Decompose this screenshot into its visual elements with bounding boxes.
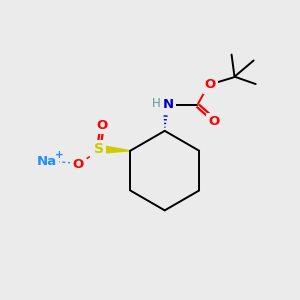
Text: S: S [94, 142, 104, 156]
Text: O: O [96, 118, 107, 132]
Text: H: H [152, 97, 161, 110]
Text: N: N [163, 98, 174, 111]
Text: +: + [55, 150, 64, 160]
Polygon shape [99, 145, 130, 153]
Text: O: O [205, 78, 216, 92]
Text: O: O [208, 115, 220, 128]
Text: Na: Na [37, 154, 57, 167]
Text: O: O [73, 158, 84, 171]
